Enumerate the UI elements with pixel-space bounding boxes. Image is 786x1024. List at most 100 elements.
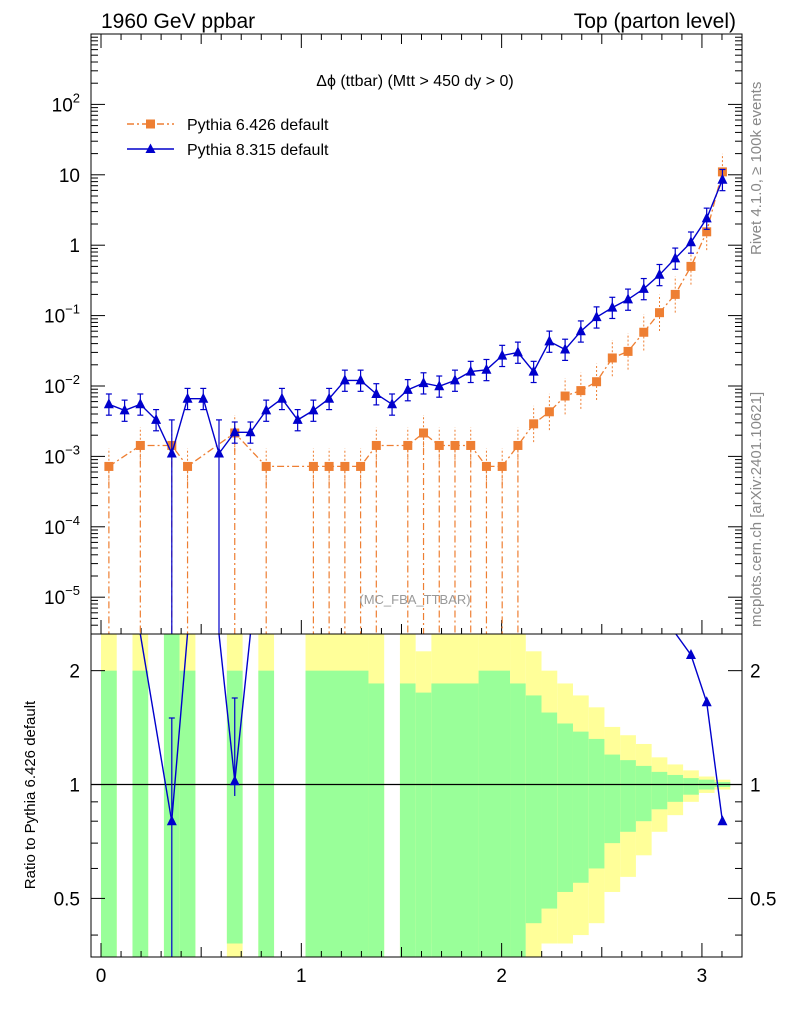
pythia6-marker — [702, 227, 712, 237]
band-inner — [604, 754, 621, 844]
pythia6-marker — [481, 461, 491, 471]
band-inner — [683, 778, 699, 795]
header-right-title: Top (parton level) — [574, 10, 736, 33]
pythia6-marker — [324, 461, 334, 471]
band-inner — [651, 771, 668, 810]
pythia8-marker — [701, 212, 712, 223]
pythia8-marker — [245, 426, 256, 437]
pythia6-marker — [686, 261, 696, 271]
y-tick-label: 10−2 — [44, 372, 80, 398]
ratio-marker — [701, 696, 712, 707]
pythia8-marker — [355, 374, 366, 385]
ratio-y-tick-label-right: 2 — [750, 662, 761, 683]
ratio-tail-line — [675, 633, 724, 822]
pythia8-marker — [607, 301, 618, 312]
band-inner — [541, 712, 558, 909]
pythia6-marker — [308, 461, 318, 471]
plot-title: Δϕ (ttbar) (Mtt > 450 dy > 0) — [316, 73, 514, 90]
legend-pythia8-marker — [145, 143, 156, 153]
ratio-series — [139, 633, 728, 957]
pythia8-marker — [292, 413, 303, 424]
band-inner — [557, 723, 573, 892]
pythia6-marker — [135, 440, 145, 450]
pythia8-marker — [371, 387, 382, 398]
main-series — [103, 153, 728, 634]
pythia8-marker — [434, 380, 445, 391]
pythia8-marker — [324, 392, 335, 403]
x-tick-label: 1 — [296, 966, 307, 987]
pythia6-marker — [592, 377, 602, 387]
ratio-y-tick-label-left: 2 — [69, 662, 80, 683]
ratio-ylabel: Ratio to Pythia 6.426 default — [22, 700, 39, 889]
legend-pythia6-marker — [146, 119, 155, 129]
band-inner — [588, 738, 605, 869]
pythia8-marker — [119, 404, 130, 415]
pythia8-marker — [276, 392, 287, 403]
pythia6-marker — [403, 440, 413, 450]
pythia6-marker — [183, 461, 193, 471]
pythia8-marker — [512, 346, 523, 357]
pythia6-marker — [356, 461, 366, 471]
pythia8-marker — [449, 374, 460, 385]
pythia8-marker — [308, 404, 319, 415]
y-tick-label: 1 — [69, 236, 80, 257]
band-inner — [525, 695, 542, 924]
pythia8-marker — [387, 398, 398, 409]
pythia6-marker — [560, 391, 570, 401]
x-tick-label: 2 — [496, 966, 507, 987]
pythia8-marker — [528, 365, 539, 376]
pythia6-marker — [623, 346, 633, 356]
band-inner — [415, 692, 432, 957]
pythia6-marker — [655, 308, 665, 318]
main-panel: 102 10 1 10−1 10−2 10−3 10−4 10−5 Δϕ (ttbar) (M… — [44, 33, 743, 635]
pythia6-marker — [340, 461, 350, 471]
header-left-title: 1960 GeV ppbar — [101, 10, 255, 33]
pythia6-marker — [513, 440, 523, 450]
pythia8-marker — [135, 398, 146, 409]
y-tick-label: 10−5 — [44, 583, 80, 609]
legend-pythia8-label: Pythia 8.315 default — [187, 142, 329, 159]
band-inner — [132, 670, 149, 957]
ratio-marker — [685, 649, 696, 660]
pythia6-marker — [434, 440, 444, 450]
mcplots-label: mcplots.cern.ch [arXiv:2401.10621] — [748, 392, 765, 627]
pythia6-marker — [544, 407, 554, 417]
band-inner — [431, 683, 479, 957]
pythia6-marker — [576, 386, 586, 396]
pythia6-marker — [497, 461, 507, 471]
x-tick-label: 0 — [96, 966, 107, 987]
pythia8-marker — [497, 349, 508, 360]
band-inner — [179, 670, 196, 957]
ratio-y-tick-label-right: 0.5 — [750, 889, 776, 910]
band-inner — [258, 670, 275, 957]
pythia8-marker — [166, 447, 177, 458]
legend-pythia6-label: Pythia 6.426 default — [187, 117, 329, 134]
ratio-y-tick-label-left: 1 — [69, 776, 80, 797]
band-inner — [399, 683, 416, 957]
rivet-label: Rivet 4.1.0, ≥ 100k events — [748, 82, 765, 255]
pythia8-marker — [638, 282, 649, 293]
band-inner — [305, 670, 369, 957]
pythia8-marker — [103, 398, 114, 409]
ratio-frame — [90, 633, 743, 958]
ratio-ticks: 0.5 0.5 1 1 2 2 0 1 2 3 — [54, 662, 777, 987]
pythia6-marker — [529, 419, 539, 429]
ratio-marker — [229, 775, 240, 786]
pythia6-marker — [104, 461, 114, 471]
y-tick-label: 10−1 — [44, 302, 80, 328]
pythia8-line — [108, 179, 724, 456]
pythia8-marker — [339, 374, 350, 385]
pythia8-marker — [654, 268, 665, 279]
pythia8-marker — [670, 252, 681, 263]
pythia8-marker — [623, 293, 634, 304]
y-tick-label: 102 — [52, 90, 80, 116]
pythia8-marker — [717, 173, 728, 184]
pythia6-marker — [371, 440, 381, 450]
pythia8-marker — [229, 426, 240, 437]
band-inner — [510, 683, 526, 957]
ratio-marker — [166, 815, 177, 826]
pythia8-marker — [575, 325, 586, 336]
legend: Pythia 6.426 default Pythia 8.315 defaul… — [127, 117, 329, 159]
pythia6-marker — [261, 461, 271, 471]
